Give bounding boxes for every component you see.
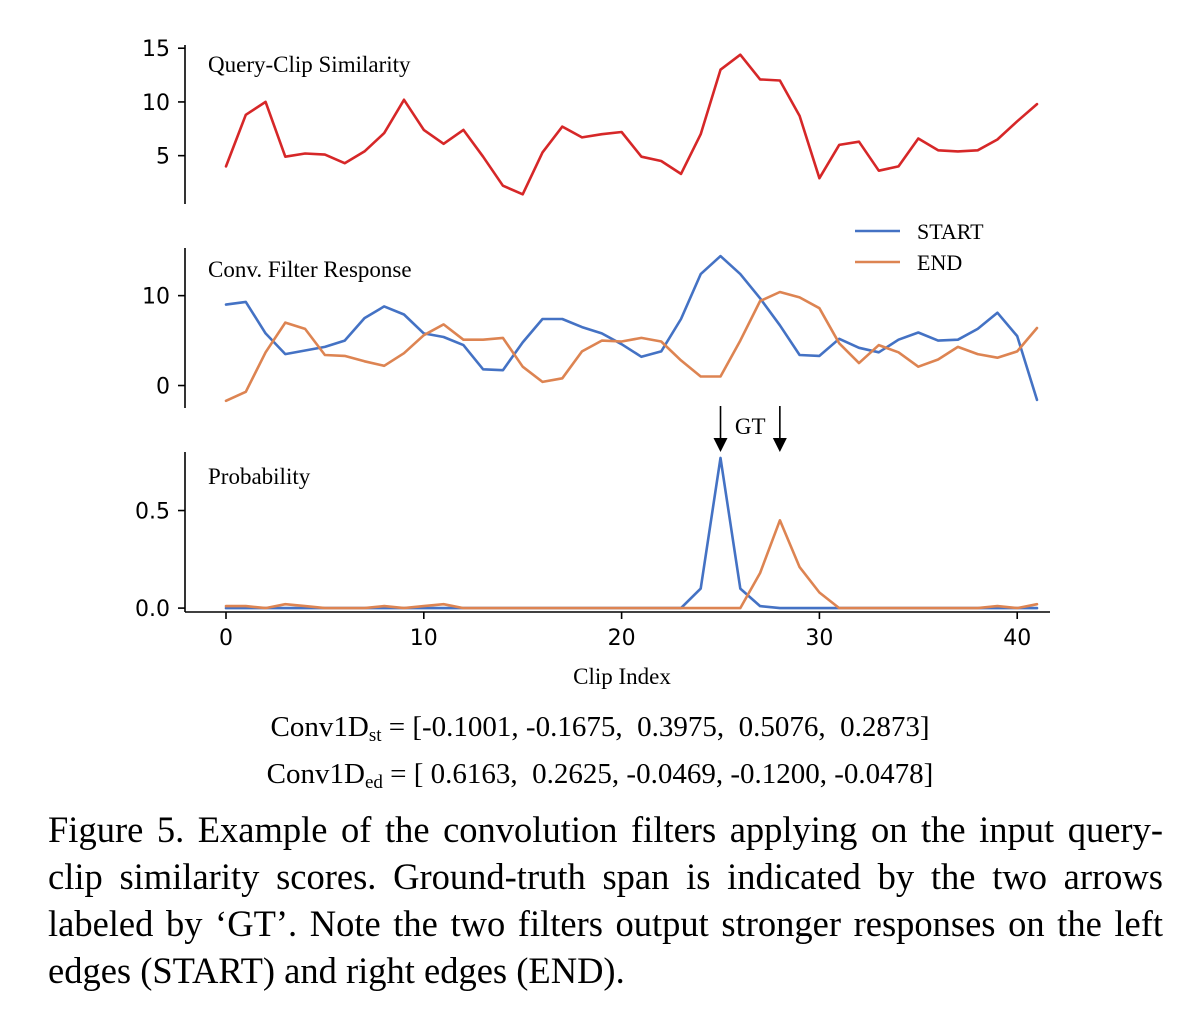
equation-start: Conv1Dst = [-0.1001, -0.1675, 0.3975, 0.…	[0, 708, 1200, 755]
gt-annotation: GT	[713, 406, 787, 452]
gt-arrow-head	[772, 438, 787, 452]
x-tick-label: 40	[1003, 626, 1031, 651]
y-ticks-similarity: 5 10 15	[142, 37, 185, 170]
x-tick-label: 20	[608, 626, 636, 651]
series-line-end	[224, 290, 1039, 403]
gt-arrow-head	[713, 438, 728, 452]
panel-conv-response: 0 10 Conv. Filter Response START END	[142, 219, 1039, 408]
x-tick-label: 0	[219, 626, 233, 651]
filter-equations: Conv1Dst = [-0.1001, -0.1675, 0.3975, 0.…	[0, 708, 1200, 802]
y-tick-label: 10	[142, 285, 170, 310]
panel-similarity: 5 10 15 Query-Clip Similarity	[142, 37, 1039, 204]
figure-caption: Figure 5. Example of the convolution fil…	[48, 809, 1163, 991]
x-ticks: 0 10 20 30 40	[219, 612, 1031, 651]
y-ticks-conv-response: 0 10	[142, 285, 185, 400]
panel-probability: 0.0 0.5 0 10 20 30 40 Probability Clip Index	[135, 452, 1050, 689]
series-group-similarity	[224, 53, 1039, 196]
series-line-similarity	[224, 53, 1039, 196]
equation-start-values: = [-0.1001, -0.1675, 0.3975, 0.5076, 0.2…	[388, 711, 930, 743]
x-tick-label: 10	[410, 626, 438, 651]
equation-end-name: Conv1D	[266, 758, 365, 790]
x-axis-label: Clip Index	[573, 664, 671, 689]
equation-start-subscript: st	[368, 725, 382, 746]
equation-end: Conv1Ded = [ 0.6163, 0.2625, -0.0469, -0…	[0, 755, 1200, 802]
series-group-conv-response	[224, 254, 1039, 403]
panel-label-probability: Probability	[208, 464, 311, 489]
legend: START END	[855, 219, 984, 275]
series-line-start	[224, 456, 1039, 610]
y-tick-label: 15	[142, 37, 170, 62]
equation-end-values: = [ 0.6163, 0.2625, -0.0469, -0.1200, -0…	[390, 758, 934, 790]
gt-label: GT	[735, 414, 766, 439]
y-tick-label: 0	[156, 375, 170, 400]
panel-label-similarity: Query-Clip Similarity	[208, 52, 411, 77]
y-tick-label: 5	[156, 145, 170, 170]
panel-label-conv-response: Conv. Filter Response	[208, 257, 412, 282]
x-tick-label: 30	[805, 626, 833, 651]
equation-start-name: Conv1D	[270, 711, 369, 743]
y-tick-label: 10	[142, 91, 170, 116]
series-group-probability	[224, 456, 1039, 610]
series-line-start	[224, 254, 1039, 402]
gt-arrows	[713, 406, 787, 452]
legend-start-label: START	[917, 219, 984, 244]
equation-end-subscript: ed	[364, 772, 383, 793]
y-tick-label: 0.0	[135, 597, 170, 622]
series-line-end	[224, 518, 1039, 610]
y-tick-label: 0.5	[135, 500, 170, 525]
y-ticks-probability: 0.0 0.5	[135, 500, 185, 622]
legend-end-label: END	[917, 250, 962, 275]
figure-plot: 5 10 15 Query-Clip Similarity 0 10 Conv. Fi…	[135, 37, 1050, 689]
